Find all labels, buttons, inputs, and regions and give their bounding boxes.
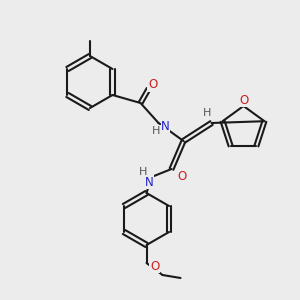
Text: O: O [177,170,186,184]
Text: H: H [203,108,212,118]
Text: O: O [150,260,159,272]
Text: H: H [152,126,161,136]
Text: O: O [239,94,248,106]
Text: H: H [139,167,148,177]
Text: O: O [148,79,157,92]
Text: N: N [145,176,154,188]
Text: N: N [161,121,170,134]
